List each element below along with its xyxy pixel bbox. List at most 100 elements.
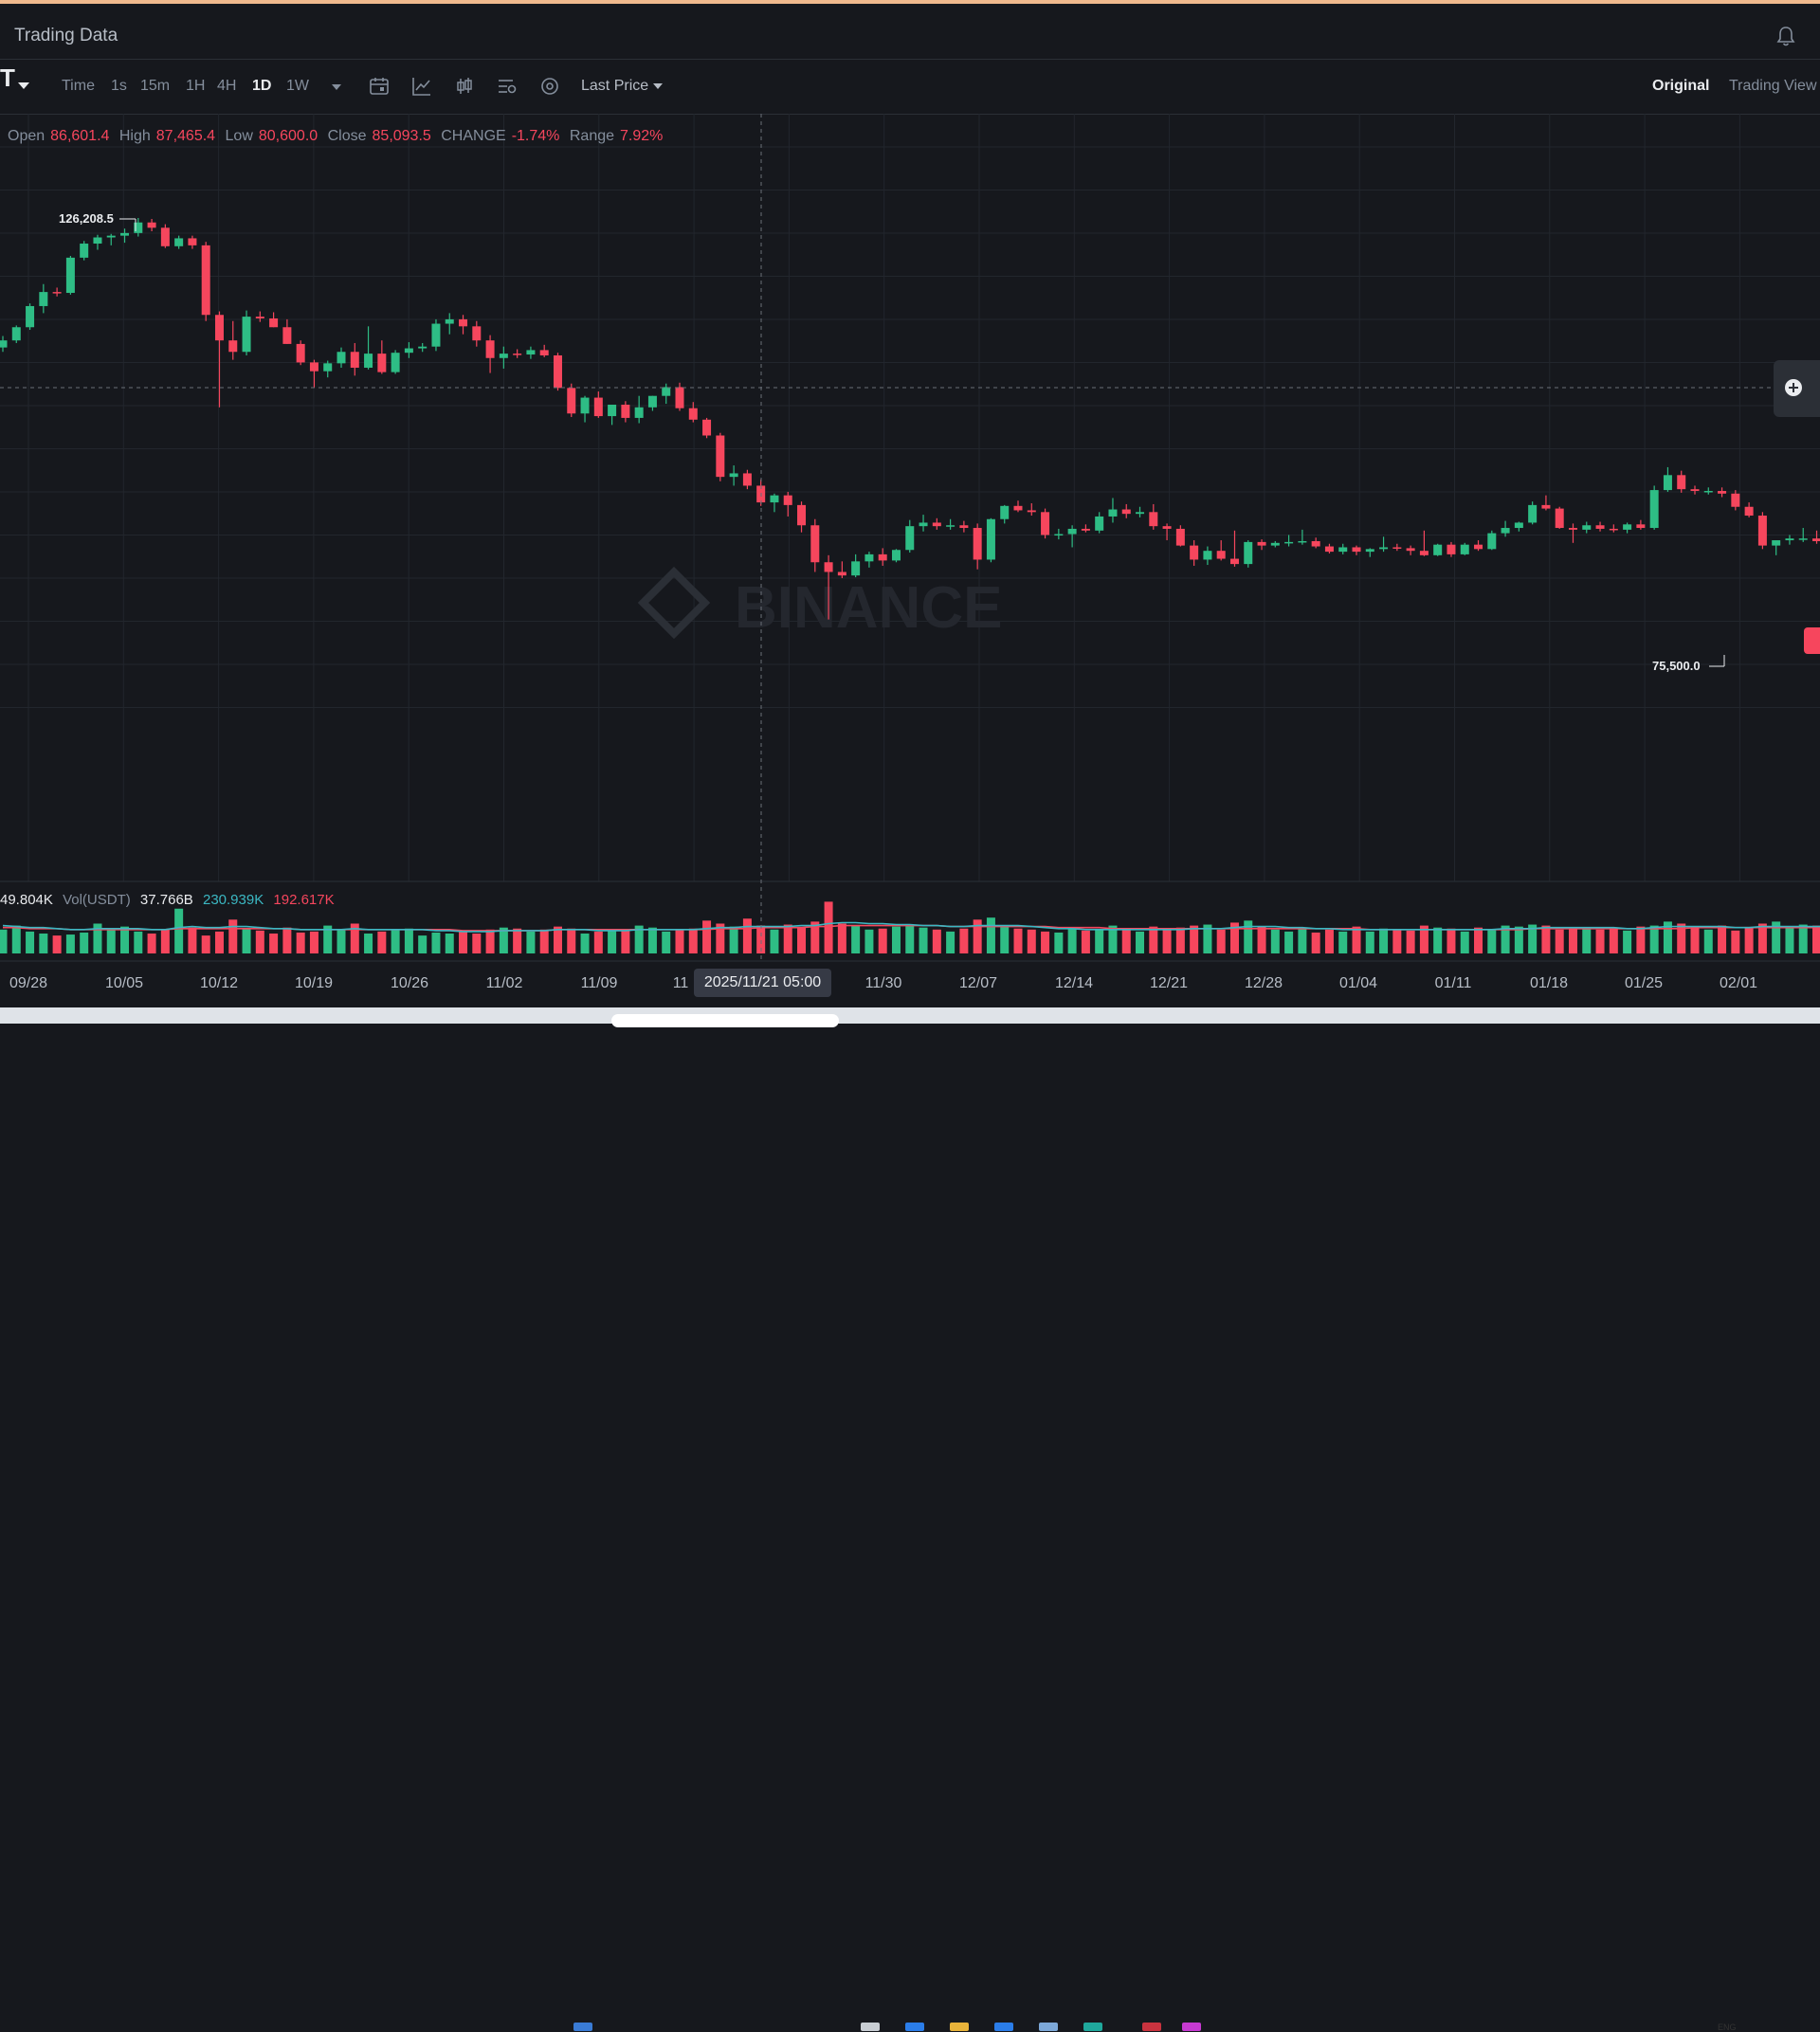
line-chart-icon[interactable]: [410, 76, 433, 97]
volume-bar: [1798, 924, 1808, 953]
volume-bar: [26, 931, 35, 953]
timeframe-1h[interactable]: 1H: [186, 78, 206, 94]
volume-bar: [1190, 925, 1199, 953]
taskbar-app-icon[interactable]: [1182, 2023, 1201, 2031]
candle-body: [891, 550, 901, 561]
volume-bar: [214, 931, 224, 953]
folder-icon[interactable]: [950, 2023, 969, 2031]
candle-body: [1379, 547, 1389, 550]
timeframe-4h[interactable]: 4H: [217, 78, 237, 94]
price-chart[interactable]: BINANCE: [0, 114, 1820, 962]
calendar-icon[interactable]: [368, 76, 391, 97]
x-axis-date: 01/04: [1338, 975, 1378, 991]
candle-body: [1270, 542, 1280, 546]
app-header: Trading Data: [0, 4, 1820, 60]
candle-body: [1447, 544, 1456, 554]
candle-body: [959, 525, 969, 529]
candle-body: [1744, 506, 1754, 517]
candle-body: [1136, 512, 1145, 515]
view-tradingview-tab[interactable]: Trading View: [1729, 78, 1817, 94]
volume-bar: [729, 926, 738, 953]
ohlc-info-bar: Open 86,601.4 High 87,465.4 Low 80,600.0 Cl…: [8, 128, 668, 145]
candle-body: [1757, 516, 1767, 546]
timeframe-1d[interactable]: 1D: [252, 78, 272, 94]
candle-body: [269, 318, 279, 328]
candlestick-series: [0, 218, 1820, 620]
high-price-annotation: 126,208.5: [59, 211, 114, 226]
candle-body: [824, 562, 833, 572]
volume-bar: [1703, 929, 1713, 953]
language-indicator[interactable]: ENG: [1718, 2023, 1737, 2032]
volume-bar: [1244, 920, 1253, 953]
volume-bar: [1595, 929, 1605, 953]
candle-body: [65, 257, 75, 294]
candle-body: [188, 238, 197, 245]
volume-bar: [106, 928, 116, 953]
volume-bar: [580, 934, 590, 953]
candle-body: [1677, 475, 1686, 490]
volume-bar: [1027, 929, 1036, 953]
timeframe-1s[interactable]: 1s: [111, 78, 127, 94]
volume-bar: [1149, 926, 1158, 953]
volume-bar: [201, 935, 210, 953]
candle-body: [296, 343, 305, 363]
taskbar-search-box[interactable]: [611, 1014, 839, 1027]
price-type-dropdown[interactable]: Last Price: [581, 78, 664, 95]
timeframe-1w[interactable]: 1W: [286, 78, 309, 94]
volume-bar: [1528, 924, 1538, 953]
candle-body: [337, 352, 346, 364]
volume-bar: [1744, 927, 1754, 953]
candle-body: [1108, 509, 1118, 517]
symbol-selector[interactable]: T: [0, 64, 15, 92]
candle-body: [729, 473, 738, 478]
candle-body: [770, 495, 779, 503]
indicators-icon[interactable]: [496, 76, 519, 97]
volume-bar: [188, 927, 197, 953]
taskbar-app-icon[interactable]: [994, 2023, 1013, 2031]
volume-bar: [864, 929, 874, 953]
x-axis-date: 10/05: [104, 975, 144, 991]
edge-icon[interactable]: [1083, 2023, 1102, 2031]
volume-bar: [959, 928, 969, 953]
volume-bar: [919, 927, 928, 953]
x-axis-date: 01/25: [1624, 975, 1664, 991]
candle-body: [1528, 504, 1538, 523]
volume-bar: [1270, 929, 1280, 953]
candle-body: [1121, 509, 1131, 515]
candle-body: [1149, 512, 1158, 527]
taskbar-app-icon[interactable]: [861, 2023, 880, 2031]
windows-start-icon[interactable]: [573, 2023, 592, 2031]
view-original-tab[interactable]: Original: [1652, 78, 1710, 94]
volume-bar: [1501, 925, 1510, 953]
chart-toolbar: T Time 1s 15m 1H 4H 1D 1W Last Price Ori…: [0, 60, 1820, 115]
volume-bar: [1555, 929, 1564, 953]
add-price-alert-button[interactable]: [1774, 360, 1820, 417]
candle-body: [1095, 516, 1104, 531]
candle-body: [932, 522, 941, 527]
volume-bar: [539, 929, 549, 953]
high-annotation-line: [119, 218, 136, 231]
candle-body: [93, 237, 102, 245]
timeframe-15m[interactable]: 15m: [140, 78, 171, 94]
volume-bar: [418, 935, 428, 953]
x-axis-date: 11/09: [580, 975, 618, 991]
settings-icon[interactable]: [538, 76, 561, 97]
taskbar-app-icon[interactable]: [905, 2023, 924, 2031]
taskbar-app-icon[interactable]: [1039, 2023, 1058, 2031]
volume-bar: [1081, 930, 1090, 953]
candle-body: [499, 354, 508, 358]
candle-body: [1541, 504, 1551, 509]
volume-bar: [783, 924, 792, 953]
chevron-down-icon[interactable]: [18, 82, 29, 89]
binance-watermark: BINANCE: [637, 566, 1002, 641]
timeframe-more-chevron-icon[interactable]: [332, 84, 341, 90]
bell-icon[interactable]: [1775, 25, 1796, 47]
volume-bar: [1041, 931, 1050, 953]
taskbar-app-icon[interactable]: [1142, 2023, 1161, 2031]
candlestick-type-icon[interactable]: [453, 76, 476, 97]
volume-bar: [485, 929, 495, 953]
volume-info-bar: 49.804K Vol(USDT) 37.766B 230.939K 192.6…: [0, 892, 340, 908]
timeframe-time[interactable]: Time: [62, 78, 95, 94]
volume-bar: [1000, 925, 1010, 953]
watermark-text: BINANCE: [735, 575, 1002, 641]
